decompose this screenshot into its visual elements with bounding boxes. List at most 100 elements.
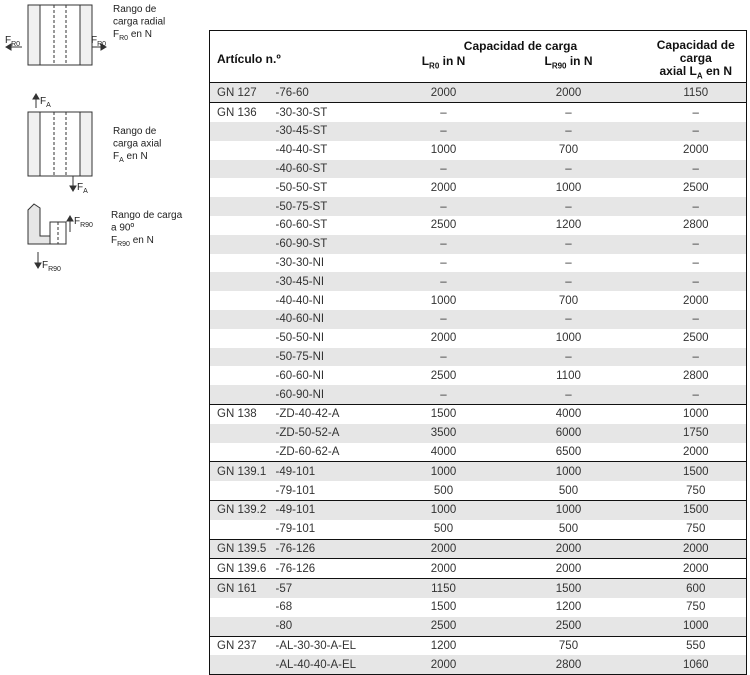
variant-cell: -ZD-40-42-A xyxy=(267,403,396,424)
table-row: GN 237 -AL-30-30-A-EL 1200 750 550 xyxy=(209,635,747,656)
group-cell: GN 139.2 xyxy=(209,499,268,520)
value-cell: 2500 xyxy=(491,616,646,636)
variant-cell: -ZD-50-52-A xyxy=(267,423,396,443)
group-cell xyxy=(210,520,268,539)
value-cell: 2800 xyxy=(491,655,646,675)
table-row: GN 139.5 -76-126 2000 2000 2000 xyxy=(209,538,747,559)
r0-header: LR0 in N xyxy=(396,54,492,70)
sym: F xyxy=(74,216,80,227)
value-cell: 2000 xyxy=(645,558,747,579)
axial-line2: axial LA en N xyxy=(646,65,747,82)
table-row: -ZD-50-52-A 3500 6000 1750 xyxy=(209,423,747,443)
group-cell xyxy=(210,366,268,385)
value-cell: – xyxy=(645,234,747,254)
rest: en N xyxy=(702,64,732,78)
value-cell: – xyxy=(395,234,492,254)
value-cell: 4000 xyxy=(491,403,646,424)
sub: R0 xyxy=(11,41,20,48)
force-label: FA xyxy=(77,182,88,195)
group-cell xyxy=(210,443,268,462)
table-row: GN 138 -ZD-40-42-A 1500 4000 1000 xyxy=(209,403,747,424)
value-cell: – xyxy=(565,256,572,269)
load-table: Artículo n.º Capacidad de carga LR0 in N… xyxy=(209,30,747,675)
value-cell: 2000 xyxy=(682,144,709,157)
value-cell: – xyxy=(491,234,646,254)
rest: in N xyxy=(566,54,593,68)
table-row: -40-40-ST 1000 700 2000 xyxy=(210,141,747,160)
table-row: -60-90-NI – – – xyxy=(209,385,747,405)
group-cell: GN 139.6 xyxy=(209,558,268,579)
value-cell: 2000 xyxy=(430,332,457,345)
group-cell: GN 139.5 xyxy=(209,538,268,559)
variant-cell: -49-101 xyxy=(267,499,396,520)
sym: F xyxy=(111,235,117,246)
value-cell: 3500 xyxy=(395,423,492,443)
range-label: Rango de xyxy=(113,4,157,15)
variant-cell: -30-45-ST xyxy=(267,121,396,141)
variant-cell: -50-75-ST xyxy=(267,197,396,216)
variant-cell: -AL-40-40-A-EL xyxy=(267,655,396,675)
value-cell: 1100 xyxy=(556,369,581,382)
table-row: -50-50-NI 2000 1000 2500 xyxy=(210,329,747,348)
value-cell: – xyxy=(440,256,447,269)
sym: F xyxy=(42,260,48,271)
table-row: -30-45-NI – – – xyxy=(209,272,747,292)
table-row: GN 139.6 -76-126 2000 2000 2000 xyxy=(209,558,747,579)
value-cell: 500 xyxy=(433,484,454,497)
value-cell: 750 xyxy=(686,601,706,614)
value-cell: 1200 xyxy=(555,601,582,614)
value-cell: 750 xyxy=(686,523,706,536)
table-row: -50-75-ST – – – xyxy=(209,197,747,216)
value-cell: 700 xyxy=(558,294,579,307)
sym: F xyxy=(77,182,83,193)
group-cell xyxy=(209,385,268,405)
angle-hinge xyxy=(27,203,74,269)
group-cell xyxy=(209,423,268,443)
variant-cell: -40-40-ST xyxy=(275,144,328,157)
table-row: -60-90-ST – – – xyxy=(209,234,747,254)
value-cell: – xyxy=(395,385,492,405)
value-cell: – xyxy=(645,385,747,405)
sym: F xyxy=(113,29,119,40)
table-row: -30-45-ST – – – xyxy=(209,121,747,141)
value-cell: 700 xyxy=(558,144,579,157)
value-cell: 1000 xyxy=(491,461,646,482)
variant-cell: -AL-30-30-A-EL xyxy=(267,635,396,656)
value-cell: – xyxy=(491,272,646,292)
table-row: -79-101 500 500 750 xyxy=(210,520,747,539)
table-row: GN 139.2 -49-101 1000 1000 1500 xyxy=(209,499,747,520)
value-cell: 600 xyxy=(645,578,747,598)
sym: L xyxy=(544,54,552,68)
range-label: carga axial xyxy=(113,139,161,150)
r90-header: LR90 in N xyxy=(492,54,646,70)
axial-hinge xyxy=(27,93,93,192)
sub: R90 xyxy=(48,266,61,273)
table-row: -ZD-60-62-A 4000 6500 2000 xyxy=(210,443,747,462)
group-cell xyxy=(210,216,268,235)
force-label: FR0 xyxy=(91,35,106,48)
value-cell: 1500 xyxy=(430,601,457,614)
capacity-header: Capacidad de carga LR0 in N LR90 in N xyxy=(396,31,646,83)
range-label: carga radial xyxy=(113,17,165,28)
value-cell: 500 xyxy=(433,523,454,536)
group-cell xyxy=(209,159,268,179)
sub: R0 xyxy=(119,35,128,42)
sym: F xyxy=(91,35,97,46)
table-row: -50-50-ST 2000 1000 2500 xyxy=(210,178,747,197)
range-unit: FR90 en N xyxy=(111,235,154,248)
value-cell: 2000 xyxy=(491,538,646,559)
value-cell: 2500 xyxy=(682,181,709,194)
variant-cell: -80 xyxy=(267,616,396,636)
value-cell: 2000 xyxy=(682,445,709,458)
group-cell xyxy=(209,616,268,636)
table-row: -40-40-NI 1000 700 2000 xyxy=(210,291,747,310)
variant-cell: -76-126 xyxy=(267,558,396,579)
capacity-subheads: LR0 in N LR90 in N xyxy=(396,54,646,70)
value-cell: 2000 xyxy=(395,655,492,675)
sym: F xyxy=(5,35,11,46)
variant-cell: -50-50-ST xyxy=(275,181,328,194)
value-cell: – xyxy=(645,159,747,179)
value-cell: 4000 xyxy=(430,445,457,458)
value-cell: 500 xyxy=(558,484,579,497)
rest: en N xyxy=(130,235,154,246)
